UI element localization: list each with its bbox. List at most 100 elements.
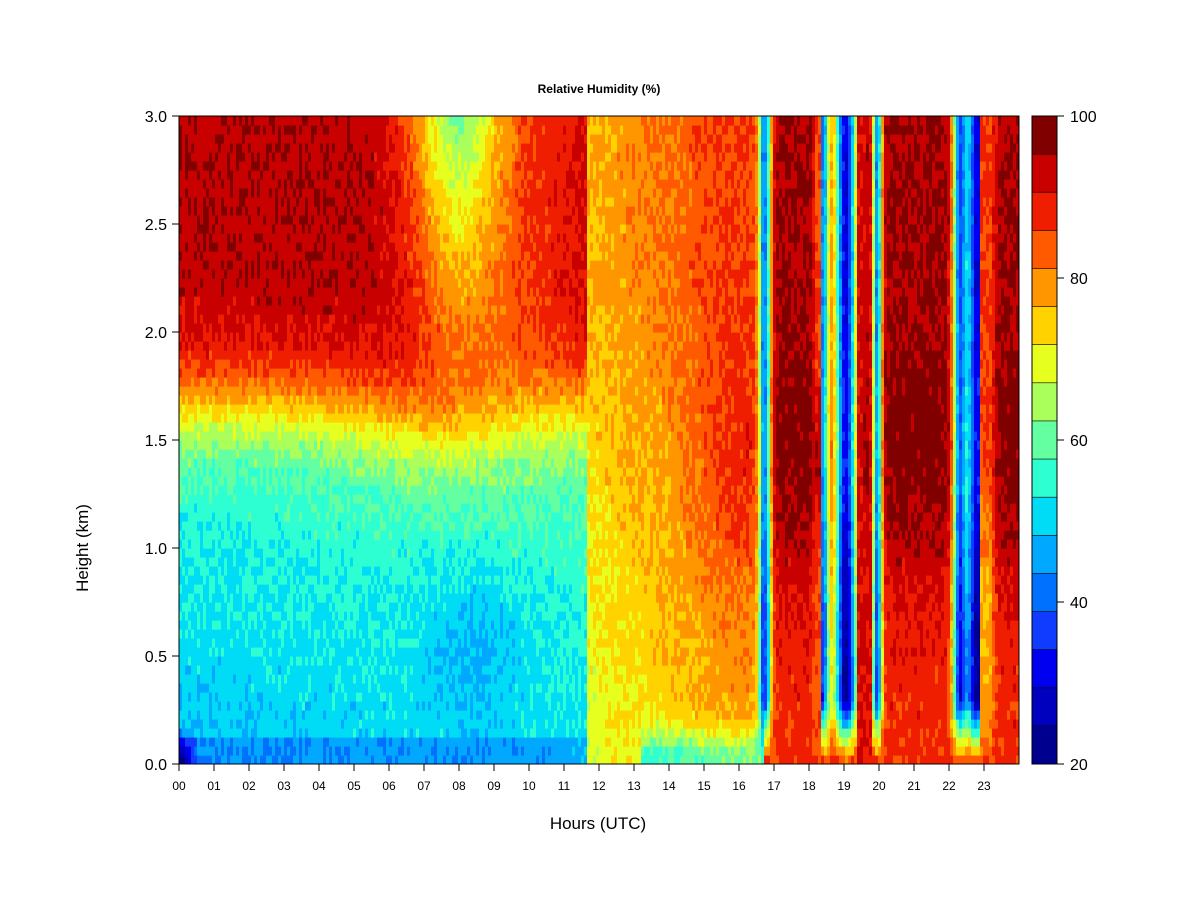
- heatmap-cell: [224, 683, 228, 693]
- heatmap-cell: [296, 755, 300, 764]
- heatmap-cell: [278, 125, 282, 135]
- heatmap-cell: [200, 449, 204, 459]
- heatmap-cell: [200, 224, 204, 234]
- heatmap-cell: [227, 287, 231, 297]
- heatmap-cell: [200, 692, 204, 702]
- heatmap-cell: [338, 557, 342, 567]
- heatmap-cell: [203, 332, 207, 342]
- heatmap-cell: [257, 683, 261, 693]
- heatmap-cell: [182, 233, 186, 243]
- heatmap-cell: [332, 125, 336, 135]
- heatmap-cell: [326, 413, 330, 423]
- heatmap-cell: [281, 512, 285, 522]
- heatmap-cell: [206, 539, 210, 549]
- heatmap-cell: [236, 701, 240, 711]
- heatmap-cell: [203, 179, 207, 189]
- heatmap-cell: [212, 413, 216, 423]
- heatmap-cell: [281, 647, 285, 657]
- heatmap-cell: [335, 683, 339, 693]
- heatmap-cell: [290, 602, 294, 612]
- heatmap-cell: [221, 737, 225, 747]
- heatmap-cell: [332, 602, 336, 612]
- heatmap-cell: [218, 512, 222, 522]
- heatmap-cell: [350, 719, 354, 729]
- heatmap-cell: [284, 656, 288, 666]
- heatmap-cell: [242, 125, 246, 135]
- heatmap-cell: [185, 278, 189, 288]
- heatmap-cell: [350, 449, 354, 459]
- heatmap-cell: [305, 422, 309, 432]
- heatmap-cell: [230, 161, 234, 171]
- heatmap-cell: [179, 692, 183, 702]
- heatmap-cell: [218, 287, 222, 297]
- heatmap-cell: [329, 143, 333, 153]
- heatmap-cell: [218, 422, 222, 432]
- heatmap-cell: [329, 467, 333, 477]
- heatmap-cell: [215, 521, 219, 531]
- heatmap-cell: [287, 611, 291, 621]
- heatmap-cell: [287, 179, 291, 189]
- heatmap-cell: [278, 746, 282, 756]
- heatmap-cell: [311, 593, 315, 603]
- heatmap-cell: [299, 647, 303, 657]
- heatmap-cell: [197, 521, 201, 531]
- heatmap-cell: [272, 683, 276, 693]
- heatmap-cell: [206, 179, 210, 189]
- heatmap-cell: [284, 467, 288, 477]
- heatmap-cell: [314, 656, 318, 666]
- heatmap-cell: [344, 386, 348, 396]
- heatmap-cell: [341, 332, 345, 342]
- heatmap-cell: [314, 386, 318, 396]
- heatmap-cell: [302, 143, 306, 153]
- heatmap-cell: [197, 179, 201, 189]
- heatmap-cell: [314, 161, 318, 171]
- heatmap-cell: [335, 422, 339, 432]
- heatmap-cell: [320, 152, 324, 162]
- heatmap-cell: [290, 728, 294, 738]
- heatmap-cell: [257, 485, 261, 495]
- heatmap-cell: [221, 530, 225, 540]
- heatmap-cell: [188, 728, 192, 738]
- heatmap-cell: [269, 287, 273, 297]
- heatmap-cell: [245, 458, 249, 468]
- heatmap-cell: [194, 287, 198, 297]
- heatmap-cell: [206, 512, 210, 522]
- heatmap-cell: [284, 575, 288, 585]
- heatmap-cell: [254, 269, 258, 279]
- heatmap-cell: [260, 422, 264, 432]
- heatmap-cell: [314, 350, 318, 360]
- heatmap-cell: [194, 593, 198, 603]
- heatmap-cell: [230, 674, 234, 684]
- heatmap-cell: [335, 116, 339, 126]
- heatmap-cell: [185, 341, 189, 351]
- heatmap-cell: [206, 368, 210, 378]
- heatmap-cell: [191, 359, 195, 369]
- heatmap-cell: [257, 404, 261, 414]
- heatmap-cell: [266, 440, 270, 450]
- heatmap-cell: [248, 251, 252, 261]
- heatmap-cell: [191, 197, 195, 207]
- heatmap-cell: [257, 512, 261, 522]
- heatmap-cell: [281, 260, 285, 270]
- heatmap-cell: [239, 521, 243, 531]
- heatmap-cell: [227, 395, 231, 405]
- heatmap-cell: [308, 710, 312, 720]
- heatmap-cell: [260, 125, 264, 135]
- heatmap-cell: [212, 215, 216, 225]
- heatmap-cell: [200, 215, 204, 225]
- heatmap-cell: [278, 269, 282, 279]
- heatmap-cell: [278, 143, 282, 153]
- heatmap-cell: [212, 233, 216, 243]
- heatmap-cell: [290, 242, 294, 252]
- heatmap-cell: [218, 125, 222, 135]
- heatmap-cell: [212, 710, 216, 720]
- heatmap-cell: [224, 134, 228, 144]
- heatmap-cell: [344, 449, 348, 459]
- heatmap-cell: [266, 575, 270, 585]
- heatmap-cell: [320, 602, 324, 612]
- heatmap-cell: [215, 476, 219, 486]
- heatmap-cell: [254, 557, 258, 567]
- heatmap-cell: [326, 161, 330, 171]
- heatmap-cell: [203, 233, 207, 243]
- heatmap-cell: [245, 638, 249, 648]
